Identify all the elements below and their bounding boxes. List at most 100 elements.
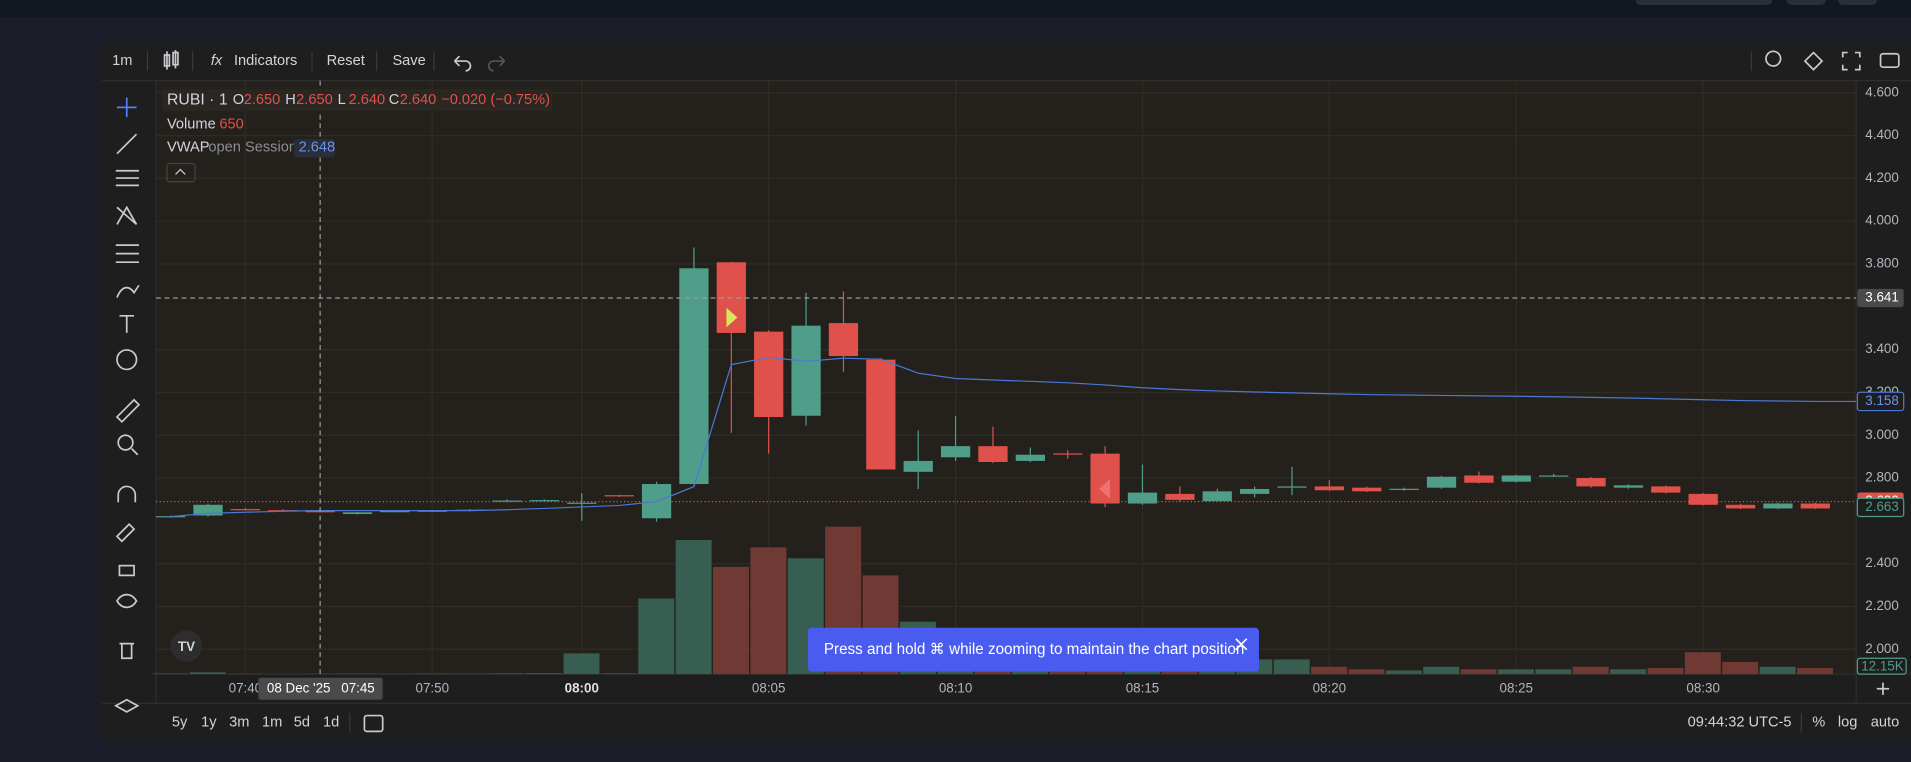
collapse-button[interactable] bbox=[166, 162, 196, 183]
volume-bar bbox=[638, 598, 675, 675]
candle-body bbox=[1725, 504, 1756, 509]
tv-logo[interactable] bbox=[170, 630, 203, 662]
volume-label: 12.15K bbox=[1861, 658, 1904, 673]
range-button[interactable]: 5d bbox=[294, 715, 310, 731]
vwap-detail: open Session bbox=[208, 139, 297, 155]
save-button[interactable]: Save bbox=[392, 53, 425, 69]
top-button[interactable] bbox=[1786, 0, 1826, 6]
vwap-value: 2.648 bbox=[299, 139, 336, 155]
toast bbox=[808, 627, 1259, 672]
y-tick-label: 4.400 bbox=[1865, 127, 1899, 142]
volume-label-bg bbox=[1856, 657, 1907, 675]
settings-icon[interactable] bbox=[1803, 51, 1824, 71]
marker bbox=[1099, 479, 1110, 499]
candle-body bbox=[342, 512, 373, 515]
ui: 1m fx Indicators Reset Save TV bbox=[112, 50, 1907, 733]
volume-value: 650 bbox=[219, 116, 243, 132]
x-tick-label: 07:40 bbox=[229, 680, 263, 695]
crosshair-time: 07:45 bbox=[341, 680, 375, 695]
toast-close[interactable] bbox=[1235, 638, 1248, 651]
volume-bar bbox=[1572, 666, 1609, 675]
candle-body bbox=[1389, 488, 1419, 490]
price-label: 2.663 bbox=[1865, 499, 1899, 514]
volume-bar bbox=[1497, 669, 1534, 675]
price-label-bg bbox=[1857, 288, 1904, 308]
candle-body bbox=[1501, 475, 1531, 482]
candle-body bbox=[828, 323, 859, 357]
top-button[interactable] bbox=[1635, 0, 1773, 6]
candle-body bbox=[1800, 503, 1830, 509]
candle-body bbox=[940, 446, 971, 458]
range-button[interactable]: 5y bbox=[172, 715, 188, 731]
search-icon[interactable] bbox=[1765, 50, 1782, 67]
y-tick-label: 3.000 bbox=[1865, 427, 1899, 442]
volume-bar bbox=[1460, 669, 1497, 675]
ohlc-value: 2.640 bbox=[349, 92, 386, 108]
volume-bar bbox=[563, 653, 600, 675]
y-tick-label: 4.200 bbox=[1865, 170, 1899, 185]
undo[interactable] bbox=[453, 55, 472, 72]
candle-icon[interactable] bbox=[163, 50, 179, 70]
candle-body bbox=[529, 500, 560, 502]
candle-body bbox=[193, 504, 223, 516]
top-button[interactable] bbox=[1837, 0, 1877, 6]
volume-bar bbox=[1385, 670, 1422, 675]
crosshair-date: 08 Dec '25 bbox=[267, 680, 331, 695]
candle-body bbox=[754, 331, 784, 418]
range-button[interactable]: 1y bbox=[201, 715, 217, 731]
volume-bar bbox=[1722, 661, 1759, 675]
volume-bar bbox=[1535, 669, 1572, 675]
log-toggle[interactable]: log bbox=[1838, 715, 1858, 731]
x-tick-label: 08:15 bbox=[1126, 680, 1160, 695]
indicators-button[interactable]: Indicators bbox=[234, 53, 297, 69]
y-tick-label: 2.400 bbox=[1865, 555, 1899, 570]
volume-bar bbox=[1647, 667, 1684, 675]
fx-icon[interactable]: fx bbox=[211, 53, 223, 69]
auto-toggle[interactable]: auto bbox=[1871, 715, 1899, 731]
candle-body bbox=[791, 325, 821, 416]
camera-icon[interactable] bbox=[1879, 52, 1900, 69]
candle-body bbox=[1202, 491, 1232, 502]
fullscreen-icon[interactable] bbox=[1841, 51, 1861, 71]
candle-body bbox=[1613, 485, 1644, 488]
vwap-name: VWAP bbox=[167, 139, 209, 155]
price-label-bg bbox=[1856, 391, 1905, 412]
y-tick-label: 2.000 bbox=[1865, 641, 1899, 656]
y-tick-label: 3.400 bbox=[1865, 341, 1899, 356]
candle-body bbox=[1763, 503, 1793, 509]
clock: 09:44:32 UTC-5 bbox=[1688, 715, 1792, 731]
volume-bar bbox=[1423, 666, 1460, 675]
marker bbox=[726, 307, 738, 328]
x-tick-label: 08:00 bbox=[565, 680, 599, 695]
range-button[interactable]: 3m bbox=[229, 715, 249, 731]
candle-body bbox=[604, 495, 634, 497]
x-tick-label: 08:30 bbox=[1686, 680, 1720, 695]
candle-body bbox=[978, 446, 1008, 462]
percent-toggle[interactable]: % bbox=[1812, 715, 1825, 731]
collapse-icon bbox=[175, 168, 186, 175]
volume-bar bbox=[488, 673, 525, 675]
volume-bar bbox=[713, 566, 749, 675]
y-tick-label: 2.200 bbox=[1865, 598, 1899, 613]
range-button[interactable]: 1m bbox=[262, 715, 282, 731]
candle-body bbox=[1651, 486, 1681, 493]
top-strip bbox=[0, 0, 1911, 18]
candle-body bbox=[1464, 475, 1494, 483]
candle-body bbox=[1127, 492, 1158, 504]
ohlc-key: O bbox=[233, 92, 244, 108]
legend-bg bbox=[162, 89, 553, 112]
redo[interactable] bbox=[487, 55, 506, 72]
y-tick-label: 2.800 bbox=[1865, 470, 1899, 485]
drawing-tools[interactable] bbox=[114, 97, 141, 713]
candle-body bbox=[1314, 486, 1345, 491]
interval[interactable]: 1m bbox=[112, 53, 132, 69]
axis-settings[interactable] bbox=[1876, 682, 1890, 695]
x-tick-label: 08:10 bbox=[939, 680, 973, 695]
x-tick-label: 08:05 bbox=[752, 680, 786, 695]
volume-bar bbox=[1684, 652, 1721, 675]
candle-body bbox=[156, 516, 186, 518]
reset-button[interactable]: Reset bbox=[327, 53, 365, 69]
calendar-icon[interactable] bbox=[363, 714, 384, 733]
candle-body bbox=[1277, 486, 1307, 488]
range-button[interactable]: 1d bbox=[323, 715, 339, 731]
